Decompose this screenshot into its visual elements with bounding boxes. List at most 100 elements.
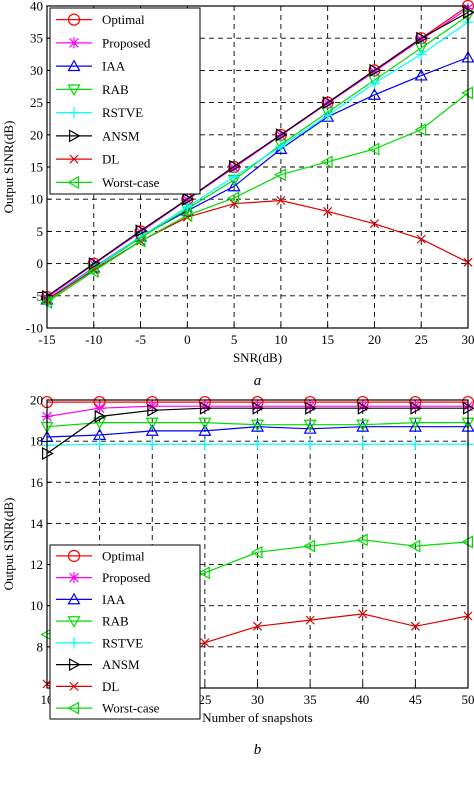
data-point-rab: [145, 417, 159, 430]
y-tick-label: 30: [30, 63, 43, 78]
x-tick-label: 30: [462, 332, 474, 347]
legend-marker-rab: [67, 616, 81, 628]
x-tick-label: 35: [304, 692, 317, 707]
x-tick-label: 20: [368, 332, 381, 347]
data-point-ansm: [305, 401, 317, 415]
data-point-proposed: [94, 402, 106, 414]
data-point-rstve: [409, 438, 421, 450]
series-line-iaa: [46, 426, 468, 438]
data-point-rab: [414, 42, 428, 55]
data-point-ansm: [416, 31, 428, 45]
data-point-worst-case: [356, 533, 368, 547]
x-tick-label: 25: [198, 692, 211, 707]
data-point-iaa: [303, 422, 317, 434]
y-tick-label: 8: [37, 639, 44, 654]
legend-marker-optimal: [67, 13, 81, 26]
series: [40, 0, 474, 309]
data-point-dl: [369, 219, 379, 229]
data-point-rab: [250, 419, 265, 432]
data-point-proposed: [252, 400, 263, 412]
data-point-iaa: [408, 420, 422, 432]
data-point-dl: [323, 206, 333, 216]
y-tick-label: -10: [26, 321, 43, 336]
x-tick-label: -10: [85, 332, 102, 347]
legend-label-iaa: IAA: [102, 592, 126, 607]
subplot-label: a: [254, 373, 262, 389]
legend-marker-ansm: [68, 658, 81, 672]
data-point-rstve: [181, 201, 193, 213]
legend-label-iaa: IAA: [102, 59, 126, 74]
data-point-rstve: [368, 77, 380, 89]
data-point-rstve: [304, 438, 316, 450]
data-point-ansm: [229, 159, 241, 173]
data-point-dl: [305, 615, 315, 625]
x-axis-label: SNR(dB): [233, 350, 282, 365]
y-tick-label: 10: [30, 598, 43, 613]
legend-label-optimal: Optimal: [102, 12, 145, 27]
data-point-rab: [321, 107, 335, 119]
data-point-rab: [303, 419, 317, 432]
legend-marker-rstve: [68, 637, 80, 649]
legend-label-rstve: RSTVE: [102, 105, 143, 120]
y-tick-label: 5: [37, 224, 44, 239]
legend-marker-optimal: [67, 549, 81, 562]
legend-label-ansm: ANSM: [102, 657, 140, 672]
legend-marker-iaa: [67, 592, 81, 605]
data-point-rstve: [199, 438, 211, 450]
y-tick-label: 12: [30, 557, 43, 572]
legend: Optimal Proposed IAA RAB RSTVE ANSM DL Worst-ca…: [49, 544, 201, 720]
series-line-worst-case: [46, 92, 469, 303]
data-point-dl: [358, 609, 368, 619]
data-point-ansm: [135, 224, 148, 238]
legend-marker-proposed: [68, 572, 80, 584]
legend-marker-dl: [69, 154, 79, 164]
y-axis-label: Output SINR(dB): [1, 121, 16, 214]
data-point-rstve: [415, 48, 427, 60]
data-point-iaa: [198, 424, 212, 436]
data-point-worst-case: [408, 539, 421, 553]
data-point-proposed: [304, 400, 316, 412]
legend-label-rab: RAB: [102, 614, 129, 629]
y-tick-label: 16: [30, 475, 44, 490]
data-point-rstve: [146, 438, 158, 450]
x-tick-label: 15: [321, 332, 334, 347]
data-point-proposed: [357, 400, 369, 412]
legend-marker-rstve: [68, 107, 80, 119]
data-point-worst-case: [227, 191, 240, 205]
x-axis-label: Number of snapshots: [202, 710, 313, 725]
y-tick-label: 0: [37, 256, 44, 271]
legend-label-ansm: ANSM: [102, 128, 140, 143]
legend-marker-rab: [67, 84, 81, 97]
legend-marker-worst-case: [67, 175, 80, 189]
data-point-worst-case: [274, 168, 286, 182]
y-tick-label: 25: [30, 95, 43, 110]
legend: Optimal Proposed IAA RAB RSTVE ANSM DL Worst-ca…: [49, 7, 201, 195]
data-point-proposed: [228, 162, 240, 174]
data-point-ansm: [88, 257, 101, 271]
legend-label-worst-case: Worst-case: [102, 175, 160, 190]
data-point-dl: [416, 234, 426, 244]
data-point-dl: [410, 621, 420, 631]
legend-marker-dl: [69, 681, 79, 691]
legend-label-proposed: Proposed: [102, 35, 151, 50]
x-tick-label: 25: [415, 332, 428, 347]
legend-label-dl: DL: [102, 152, 119, 167]
legend-label-rstve: RSTVE: [102, 635, 143, 650]
series-line-ansm: [46, 407, 468, 454]
data-point-iaa: [414, 68, 428, 81]
data-point-iaa: [367, 88, 381, 100]
data-point-ansm: [252, 401, 265, 415]
data-point-dl: [200, 638, 210, 648]
y-tick-label: 15: [30, 160, 43, 175]
legend-box: [49, 7, 201, 195]
data-point-worst-case: [198, 566, 210, 580]
chart-a: -15 -10 -5 0 5 10 15 20 25 30-10-5051015202530354…: [1, 0, 474, 389]
data-point-proposed: [199, 400, 211, 412]
series-line-rstve: [46, 21, 469, 301]
data-point-worst-case: [87, 264, 99, 278]
x-tick-label: -5: [135, 332, 146, 347]
data-point-ansm: [322, 96, 335, 110]
data-point-ansm: [182, 192, 195, 206]
x-tick-label: 40: [356, 692, 369, 707]
